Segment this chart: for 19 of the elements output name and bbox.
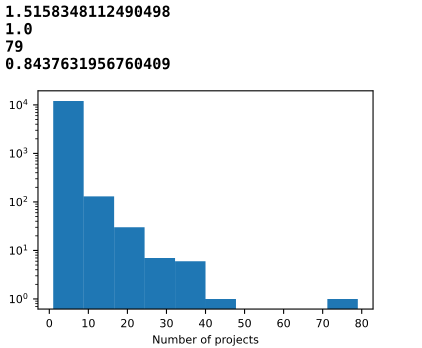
text: 0.8437631956760409 — [6, 58, 170, 70]
x-tick-label: 10 — [82, 318, 95, 328]
y-tick-label: 10$^{2}$ — [10, 196, 28, 206]
x-tick-label: 30 — [160, 318, 173, 328]
y-tick-label: 10$^{4}$ — [10, 99, 28, 110]
x-axis-title: Number of projects — [153, 335, 258, 346]
x-tick-label: 80 — [355, 318, 368, 328]
x-tick-label: 0 — [46, 318, 52, 328]
x-tick-label: 70 — [316, 318, 329, 328]
x-tick-label: 50 — [238, 318, 251, 328]
x-tick-label: 20 — [121, 318, 134, 328]
x-tick-label: 40 — [198, 318, 212, 328]
text: 1.5158348112490498 — [6, 5, 170, 18]
y-tick-label: 10$^{0}$ — [10, 293, 28, 304]
text: 79 — [6, 40, 22, 52]
y-tick-label: 10$^{1}$ — [10, 244, 28, 255]
y-tick-label: 10$^{3}$ — [10, 148, 28, 158]
x-tick-label: 60 — [277, 318, 290, 328]
text: 1.0 — [6, 22, 32, 34]
